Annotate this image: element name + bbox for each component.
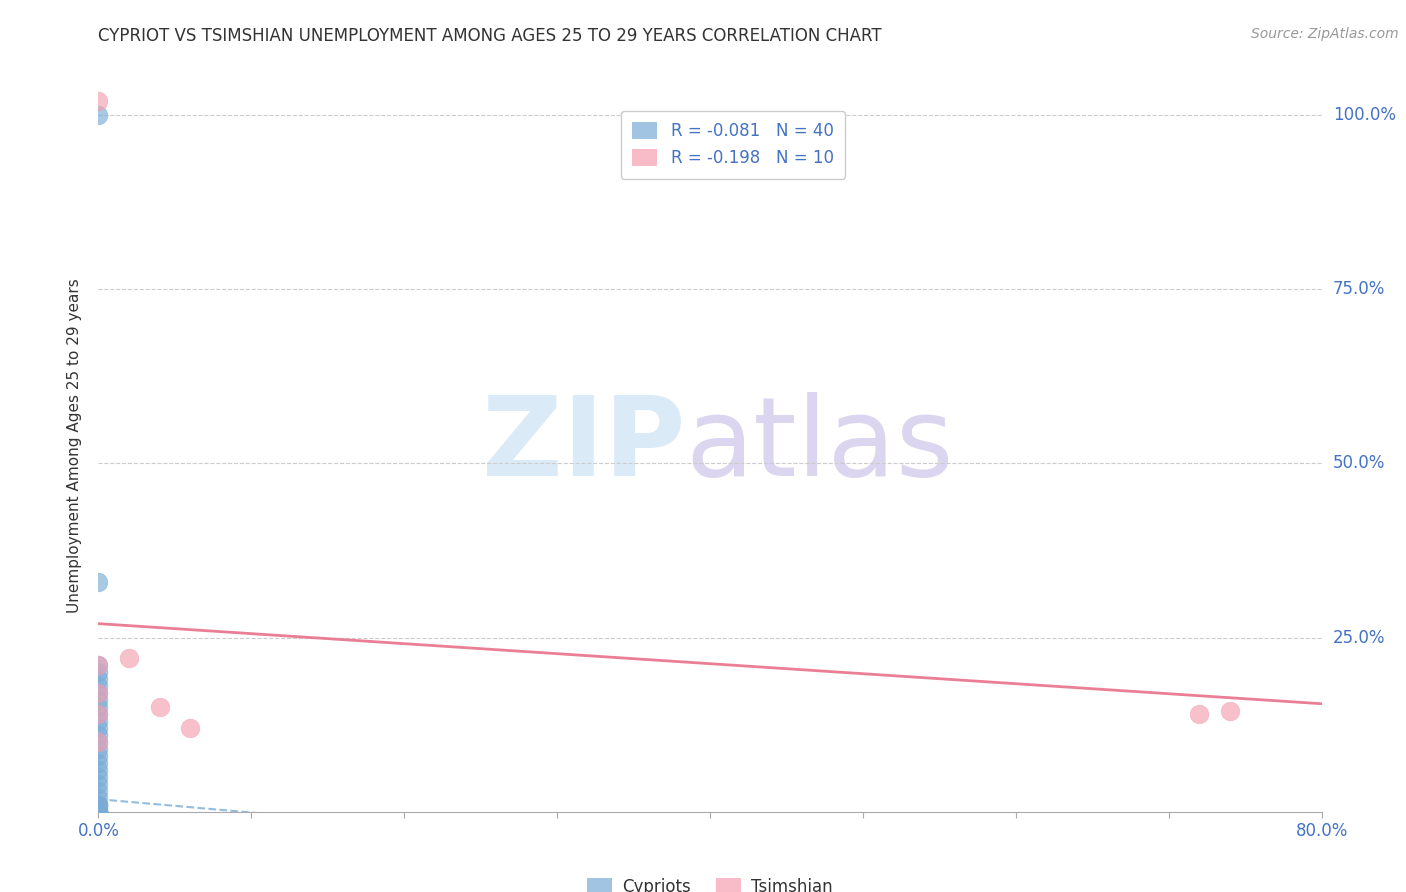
Point: [87, 756, 110, 770]
Point: [87, 797, 110, 812]
Point: [87, 797, 110, 812]
Text: Source: ZipAtlas.com: Source: ZipAtlas.com: [1251, 27, 1399, 41]
Point: [179, 721, 201, 735]
Point: [87, 797, 110, 812]
Text: ZIP: ZIP: [482, 392, 686, 500]
Text: 75.0%: 75.0%: [1333, 280, 1385, 298]
Point: [1219, 704, 1241, 718]
Point: [118, 651, 141, 665]
Point: [87, 714, 110, 728]
Point: [87, 805, 110, 819]
Point: [87, 770, 110, 784]
Point: [87, 805, 110, 819]
Point: [87, 686, 110, 700]
Point: [1188, 707, 1211, 722]
Point: [87, 805, 110, 819]
Point: [149, 700, 172, 714]
Point: [87, 679, 110, 693]
Text: 25.0%: 25.0%: [1333, 629, 1385, 647]
Point: [87, 805, 110, 819]
Point: [87, 805, 110, 819]
Point: [87, 658, 110, 673]
Point: [87, 805, 110, 819]
Point: [87, 108, 110, 122]
Point: [87, 735, 110, 749]
Text: 50.0%: 50.0%: [1333, 454, 1385, 473]
Point: [87, 707, 110, 722]
Point: [87, 763, 110, 777]
Point: [87, 805, 110, 819]
Point: [87, 790, 110, 805]
Point: [87, 797, 110, 812]
Point: [87, 805, 110, 819]
Point: [87, 805, 110, 819]
Point: [87, 665, 110, 680]
Point: [87, 797, 110, 812]
Point: [87, 742, 110, 756]
Point: [87, 574, 110, 589]
Point: [87, 673, 110, 687]
Point: [87, 784, 110, 798]
Text: atlas: atlas: [686, 392, 955, 500]
Y-axis label: Unemployment Among Ages 25 to 29 years: Unemployment Among Ages 25 to 29 years: [67, 278, 83, 614]
Point: [87, 94, 110, 108]
Point: [87, 805, 110, 819]
Point: [87, 700, 110, 714]
Point: [87, 735, 110, 749]
Point: [87, 749, 110, 764]
Point: [87, 805, 110, 819]
Point: [87, 777, 110, 791]
Text: 100.0%: 100.0%: [1333, 106, 1396, 124]
Point: [87, 693, 110, 707]
Point: [87, 686, 110, 700]
Point: [87, 721, 110, 735]
Point: [87, 728, 110, 742]
Text: CYPRIOT VS TSIMSHIAN UNEMPLOYMENT AMONG AGES 25 TO 29 YEARS CORRELATION CHART: CYPRIOT VS TSIMSHIAN UNEMPLOYMENT AMONG …: [98, 27, 882, 45]
Point: [87, 805, 110, 819]
Point: [87, 805, 110, 819]
Point: [87, 707, 110, 722]
Point: [87, 658, 110, 673]
Legend: Cypriots, Tsimshian: Cypriots, Tsimshian: [581, 871, 839, 892]
